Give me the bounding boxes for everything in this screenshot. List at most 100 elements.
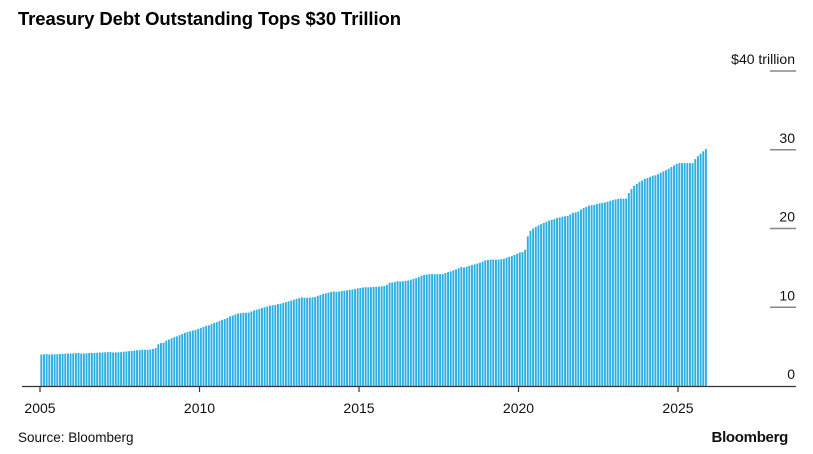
bar bbox=[338, 291, 341, 386]
bar bbox=[566, 215, 569, 386]
bar bbox=[561, 216, 564, 386]
bar bbox=[662, 171, 665, 386]
bar bbox=[449, 271, 452, 386]
bar bbox=[524, 249, 527, 386]
bar bbox=[486, 260, 489, 386]
bar bbox=[580, 209, 582, 386]
x-tick-label: 2015 bbox=[343, 400, 374, 416]
bar bbox=[372, 286, 375, 386]
bar bbox=[691, 163, 694, 386]
bar bbox=[226, 317, 229, 386]
bar bbox=[564, 216, 566, 386]
bar bbox=[90, 352, 93, 386]
bar bbox=[433, 274, 436, 386]
bar bbox=[423, 274, 426, 386]
bar bbox=[396, 281, 399, 386]
bar bbox=[611, 200, 614, 386]
bar bbox=[66, 353, 69, 386]
bar bbox=[401, 281, 404, 386]
bar bbox=[348, 289, 351, 386]
bar bbox=[306, 297, 309, 386]
bar bbox=[404, 280, 407, 386]
bar bbox=[646, 178, 649, 386]
bar bbox=[284, 302, 287, 386]
bar bbox=[279, 303, 282, 386]
bar bbox=[112, 352, 115, 386]
bar bbox=[213, 323, 216, 386]
bar bbox=[314, 297, 317, 386]
bar bbox=[146, 349, 149, 386]
bar bbox=[463, 267, 465, 386]
bar bbox=[104, 352, 107, 386]
bar bbox=[654, 175, 657, 386]
bar bbox=[572, 212, 574, 386]
bar bbox=[556, 217, 559, 386]
bar bbox=[80, 353, 83, 386]
bar bbox=[516, 253, 519, 386]
bar bbox=[292, 299, 295, 386]
bar bbox=[428, 274, 431, 386]
bar bbox=[175, 336, 178, 386]
bar bbox=[593, 204, 596, 386]
bar bbox=[598, 203, 601, 386]
x-tick-label: 2025 bbox=[662, 400, 693, 416]
bar bbox=[678, 163, 681, 386]
bar bbox=[335, 291, 338, 386]
bar bbox=[223, 319, 226, 386]
bar bbox=[670, 167, 673, 386]
bar bbox=[64, 353, 67, 386]
bar bbox=[532, 228, 535, 386]
bar bbox=[478, 262, 481, 386]
bar bbox=[431, 274, 434, 386]
bar bbox=[237, 313, 240, 386]
bar bbox=[346, 290, 348, 386]
bar bbox=[388, 282, 391, 386]
bar bbox=[61, 353, 64, 386]
bar bbox=[239, 313, 242, 386]
bar bbox=[577, 211, 580, 386]
bar bbox=[51, 354, 53, 386]
bar bbox=[617, 198, 620, 386]
bar bbox=[529, 230, 532, 386]
bar bbox=[332, 291, 335, 386]
bar bbox=[641, 180, 644, 386]
bar bbox=[69, 353, 72, 386]
bar bbox=[399, 281, 402, 386]
bar bbox=[558, 217, 561, 386]
bar bbox=[191, 330, 194, 386]
bar bbox=[505, 257, 508, 386]
bar bbox=[82, 353, 85, 386]
bar bbox=[250, 311, 253, 386]
bar bbox=[194, 330, 197, 386]
bar bbox=[614, 199, 617, 386]
bar bbox=[659, 172, 662, 386]
bar bbox=[152, 348, 154, 386]
bar bbox=[258, 308, 261, 386]
bar bbox=[125, 351, 128, 386]
bar bbox=[699, 153, 702, 386]
bar bbox=[354, 289, 356, 386]
bar bbox=[468, 265, 471, 386]
bar bbox=[489, 259, 492, 386]
bar bbox=[170, 338, 173, 386]
bar bbox=[465, 266, 468, 386]
bar bbox=[96, 352, 99, 386]
bar bbox=[439, 274, 442, 386]
bar bbox=[367, 287, 370, 386]
bar bbox=[263, 307, 266, 386]
bar bbox=[93, 352, 96, 386]
bar bbox=[635, 184, 638, 386]
bar bbox=[218, 321, 221, 386]
bar bbox=[393, 282, 396, 386]
bar bbox=[694, 159, 697, 386]
bar bbox=[638, 182, 641, 386]
bar bbox=[197, 328, 200, 386]
bar bbox=[282, 302, 285, 386]
bar bbox=[316, 295, 319, 386]
bar bbox=[651, 175, 654, 386]
bar bbox=[85, 353, 88, 386]
bar bbox=[689, 163, 691, 386]
chart-title: Treasury Debt Outstanding Tops $30 Trill… bbox=[18, 8, 401, 29]
bar bbox=[513, 254, 516, 386]
bar bbox=[231, 315, 234, 386]
